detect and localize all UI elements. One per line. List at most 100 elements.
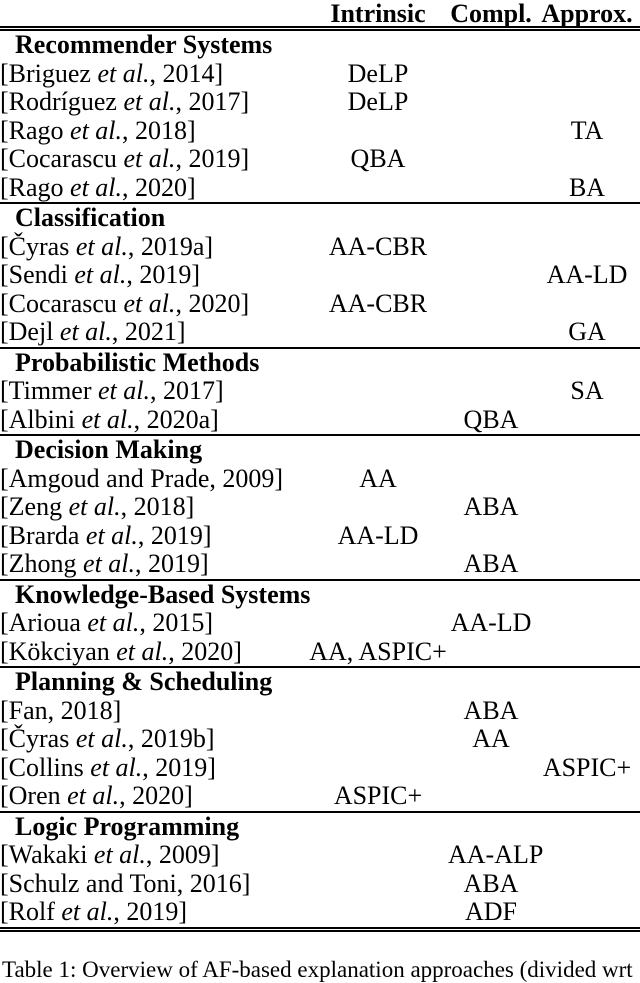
intrinsic-cell: QBA: [350, 144, 406, 173]
citation-cell: [Rodríguez et al., 2017]: [0, 87, 250, 116]
approx-cell: ASPIC+: [542, 752, 632, 782]
approx-cell: [534, 725, 640, 754]
citation-cell: [Arioua et al., 2015]: [0, 608, 214, 637]
citation-cell: [Čyras et al., 2019a]: [0, 231, 214, 261]
column-header-empty: [0, 1, 308, 31]
table-row: [Fan, 2018] ABA: [0, 695, 640, 726]
table-header-row: Intrinsic Compl. Approx.: [0, 1, 640, 31]
approx-cell: [534, 697, 640, 726]
compl-cell: QBA: [463, 404, 519, 434]
approx-cell: [534, 406, 640, 436]
section-header-row: Planning & Scheduling: [0, 666, 640, 697]
section-title: Classification: [0, 202, 640, 233]
citation-cell: [Dejl et al., 2021]: [0, 317, 186, 346]
compl-cell: ABA: [463, 695, 519, 725]
citation-cell: [Brarda et al., 2019]: [0, 520, 212, 550]
table-row: [Cocarascu et al., 2019] QBA: [0, 144, 640, 174]
citation-cell: [Briguez et al., 2014]: [0, 58, 224, 88]
compl-cell: [448, 174, 534, 204]
section-title: Planning & Scheduling: [0, 666, 640, 697]
section-title: Recommender Systems: [0, 27, 640, 60]
compl-cell: [448, 145, 534, 174]
approx-cell: [534, 522, 640, 551]
compl-cell: [448, 233, 534, 262]
intrinsic-cell: [308, 550, 448, 580]
compl-cell: [448, 522, 534, 551]
citation-cell: [Wakaki et al., 2009]: [0, 840, 220, 869]
table-row: [Sendi et al., 2019] AA-LD: [0, 260, 640, 290]
intrinsic-cell: [308, 318, 448, 348]
compl-cell: [448, 377, 534, 406]
section-header-row: Probabilistic Methods: [0, 346, 640, 377]
table-row: [Čyras et al., 2019a] AA-CBR: [0, 231, 640, 262]
approx-cell: [534, 550, 640, 580]
approx-cell: AA-LD: [546, 260, 628, 289]
table-row: [Arioua et al., 2015] AA-LD: [0, 608, 640, 638]
table-row: [Zhong et al., 2019] ABA: [0, 549, 640, 580]
approx-cell: [534, 233, 640, 262]
compl-cell: [448, 60, 534, 89]
citation-cell: [Cocarascu et al., 2020]: [0, 288, 250, 318]
citation-cell: [Fan, 2018]: [0, 695, 122, 725]
approx-cell: [534, 870, 640, 899]
table-row: [Rolf et al., 2019] ADF: [0, 897, 640, 932]
intrinsic-cell: AA-CBR: [328, 231, 428, 261]
intrinsic-cell: [308, 174, 448, 204]
section-title: Knowledge-Based Systems: [0, 578, 640, 609]
compl-cell: [448, 754, 534, 783]
intrinsic-cell: [308, 406, 448, 436]
table-row: [Albini et al., 2020a] QBA: [0, 404, 640, 436]
approx-cell: [534, 465, 640, 494]
approx-cell: [534, 898, 640, 932]
table-row: [Rodríguez et al., 2017] DeLP: [0, 87, 640, 117]
table-row: [Brarda et al., 2019] AA-LD: [0, 520, 640, 551]
compl-cell: [448, 88, 534, 117]
section-header-row: Logic Programming: [0, 810, 640, 841]
approx-cell: TA: [570, 115, 604, 145]
compl-cell: ADF: [448, 897, 534, 932]
approx-cell: BA: [568, 172, 606, 202]
compl-cell: [448, 782, 534, 812]
intrinsic-cell: [308, 117, 448, 146]
compl-cell: ABA: [463, 492, 519, 521]
table-row: [Kökciyan et al., 2020] AA, ASPIC+: [0, 637, 640, 668]
citation-cell: [Cocarascu et al., 2019]: [0, 144, 250, 173]
citation-cell: [Čyras et al., 2019b]: [0, 724, 215, 753]
compl-cell: [448, 318, 534, 348]
intrinsic-cell: AA-LD: [337, 520, 419, 550]
table-row: [Čyras et al., 2019b] AA: [0, 724, 640, 754]
citation-cell: [Oren et al., 2020]: [0, 781, 193, 810]
approx-cell: [534, 638, 640, 668]
citation-cell: [Zhong et al., 2019]: [0, 549, 209, 578]
approx-cell: [534, 60, 640, 89]
intrinsic-cell: [308, 697, 448, 726]
section-header-row: Recommender Systems: [0, 27, 640, 60]
table-row: [Amgoud and Prade, 2009] AA: [0, 463, 640, 494]
intrinsic-cell: [308, 377, 448, 406]
section-title: Logic Programming: [0, 810, 640, 841]
compl-cell: AA-LD: [450, 608, 532, 637]
citation-cell: [Rago et al., 2018]: [0, 115, 196, 145]
compl-cell: ABA: [463, 549, 519, 578]
compl-cell: AA: [472, 724, 510, 753]
approx-cell: GA: [568, 317, 606, 346]
citation-cell: [Schulz and Toni, 2016]: [0, 868, 251, 898]
citation-cell: [Sendi et al., 2019]: [0, 260, 201, 289]
table-row: [Rago et al., 2018] TA: [0, 115, 640, 146]
approaches-table: Intrinsic Compl. Approx. Recommender Sys…: [0, 1, 640, 932]
section-title: Decision Making: [0, 434, 640, 465]
table-row: [Collins et al., 2019] ASPIC+: [0, 752, 640, 783]
table-row: [Wakaki et al., 2009] AA-ALP: [0, 840, 640, 870]
intrinsic-cell: [308, 841, 448, 870]
citation-cell: [Collins et al., 2019]: [0, 752, 216, 782]
intrinsic-cell: DeLP: [347, 58, 409, 88]
table-row: [Schulz and Toni, 2016] ABA: [0, 868, 640, 899]
table-row: [Oren et al., 2020] ASPIC+: [0, 781, 640, 812]
intrinsic-cell: [308, 725, 448, 754]
section-header-row: Knowledge-Based Systems: [0, 578, 640, 609]
approx-cell: [534, 88, 640, 117]
citation-cell: [Rago et al., 2020]: [0, 172, 196, 202]
citation-cell: [Albini et al., 2020a]: [0, 404, 219, 434]
compl-cell: [448, 638, 534, 668]
intrinsic-cell: AA: [359, 463, 397, 493]
